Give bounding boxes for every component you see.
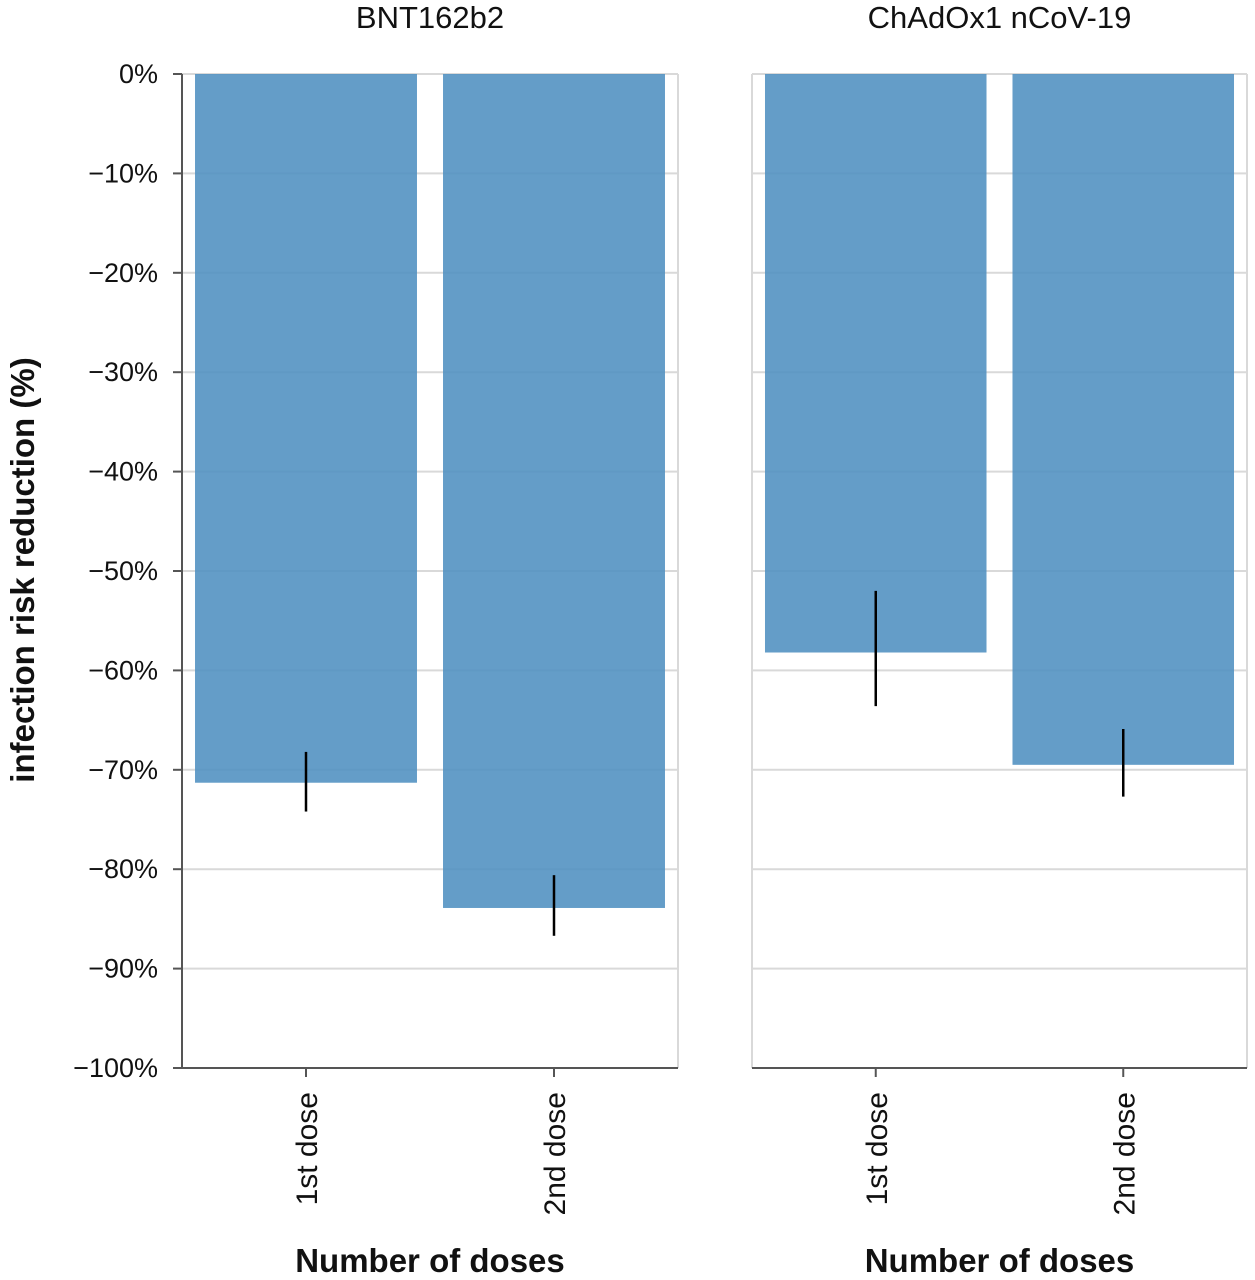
y-tick-label: −60% <box>88 655 158 685</box>
x-tick-label: 2nd dose <box>1108 1092 1141 1215</box>
y-tick-label: −20% <box>88 258 158 288</box>
x-axis-title: Number of doses <box>865 1242 1135 1279</box>
bar <box>195 74 417 783</box>
x-tick-label: 2nd dose <box>539 1092 572 1215</box>
y-tick-label: −10% <box>88 158 158 188</box>
y-tick-label: −100% <box>73 1053 158 1083</box>
y-axis-title: infection risk reduction (%) <box>4 357 41 782</box>
y-tick-label: −50% <box>88 556 158 586</box>
bar <box>1012 74 1235 765</box>
bar <box>764 74 987 653</box>
x-tick-label: 1st dose <box>861 1092 894 1205</box>
panel-1: BNT162b2 1st dose 2nd dose Number of doses 0… <box>73 0 679 1279</box>
y-tick-label: −90% <box>88 954 158 984</box>
bar <box>443 74 665 908</box>
panel-title: BNT162b2 <box>356 0 504 35</box>
y-tick-label: −70% <box>88 755 158 785</box>
y-tick-label: −80% <box>88 854 158 884</box>
x-tick-label: 1st dose <box>291 1092 324 1205</box>
panel-title: ChAdOx1 nCoV-19 <box>868 0 1132 35</box>
y-tick-label: 0% <box>119 59 158 89</box>
x-axis-title: Number of doses <box>295 1242 565 1279</box>
y-tick-label: −30% <box>88 357 158 387</box>
panel-2: ChAdOx1 nCoV-19 1st dose 2nd dose Number of… <box>751 0 1248 1279</box>
panels-layer: BNT162b2 1st dose 2nd dose Number of doses 0… <box>73 0 1248 1279</box>
y-tick-label: −40% <box>88 457 158 487</box>
